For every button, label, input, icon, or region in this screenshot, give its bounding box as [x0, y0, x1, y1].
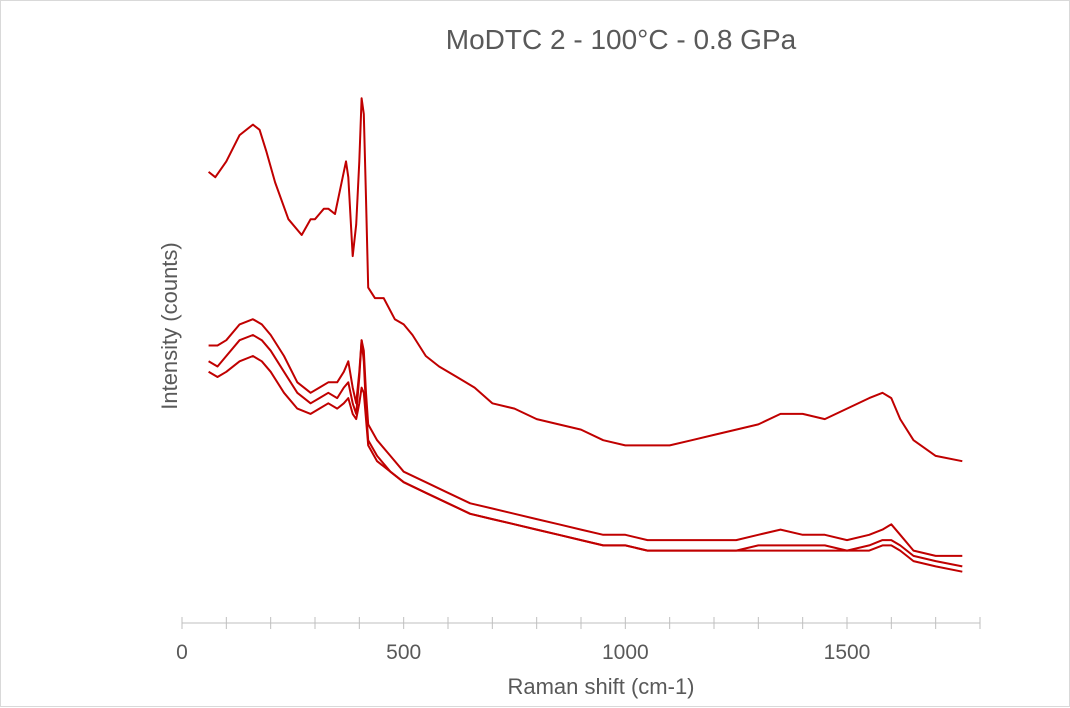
x-tick-label: 1000: [602, 641, 649, 664]
x-tick-label: 1500: [824, 641, 871, 664]
x-tick-label: 0: [176, 641, 188, 664]
spectrum-line-4: [208, 355, 963, 573]
x-axis-label: Raman shift (cm-1): [507, 674, 694, 699]
spectrum-line-3: [208, 334, 963, 568]
chart-title: MoDTC 2 - 100°C - 0.8 GPa: [446, 24, 797, 55]
spectrum-line-1: [207, 97, 963, 463]
series-layer: [207, 97, 963, 573]
y-axis-label: Intensity (counts): [157, 242, 182, 410]
x-axis: 0 500 1000 1500: [176, 617, 981, 664]
x-tick-label: 500: [386, 641, 421, 664]
spectrum-line-2: [208, 318, 963, 557]
